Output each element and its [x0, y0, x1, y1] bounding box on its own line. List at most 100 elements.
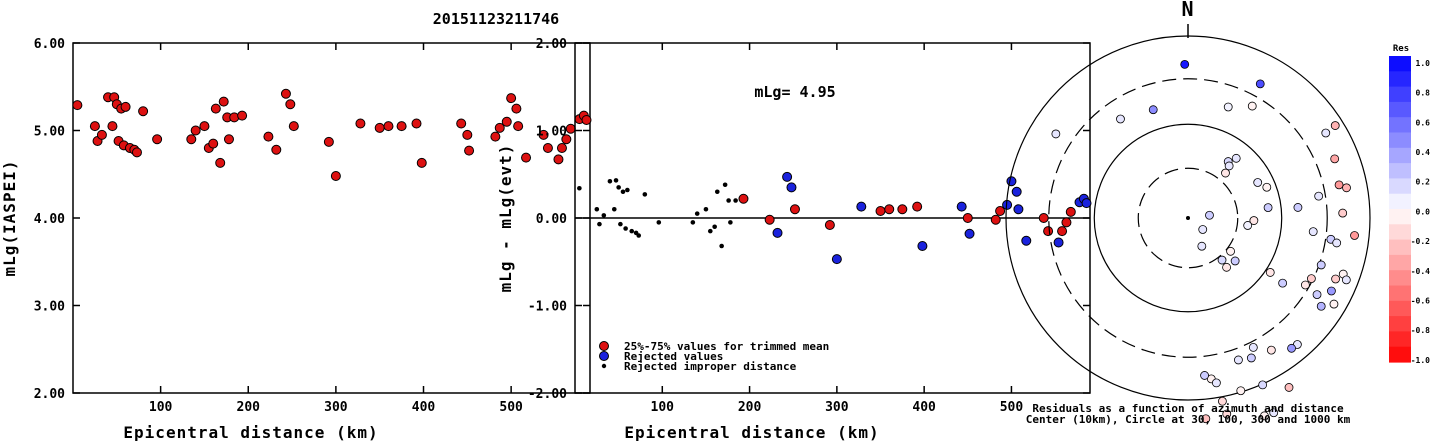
station-point: [1329, 299, 1339, 309]
distance-ring: [1048, 78, 1328, 358]
trimmed-mean-point: [764, 214, 775, 225]
colorbar-swatch: [1389, 285, 1411, 302]
station-point: [1265, 268, 1275, 277]
improper-distance-point: [620, 189, 626, 195]
station-point: [1312, 290, 1322, 300]
y-tick-label: 0.00: [536, 212, 567, 227]
x-tick-label: 200: [738, 400, 762, 415]
y-tick-label: 4.00: [34, 212, 65, 227]
magnitude-point: [280, 88, 291, 99]
magnitude-point: [215, 157, 226, 168]
magnitude-point: [374, 122, 385, 133]
improper-distance-point: [597, 221, 602, 227]
legend-red-label: 25%-75% values for trimmed mean: [624, 340, 829, 353]
colorbar-swatch: [1389, 86, 1411, 103]
x-tick-label: 100: [651, 400, 675, 415]
x-tick-label: 300: [324, 400, 348, 415]
magnitude-point: [490, 131, 501, 142]
colorbar-swatch: [1389, 209, 1411, 225]
magnitude-point: [411, 118, 422, 129]
rejected-point: [1021, 235, 1032, 246]
colorbar-swatch: [1389, 178, 1411, 195]
colorbar-labels: 1.0 0.8 0.6 0.4 0.2 0.0 -0.2 -0.4 -0.6 -0.8 -1.0: [1411, 59, 1430, 365]
magnitude-vs-distance-plot: 2.00 3.00 4.00 5.00 6.00 100 200 300 400 500 Epi…: [0, 37, 592, 441]
trimmed-mean-point: [789, 204, 800, 215]
magnitude-point: [223, 134, 234, 145]
station-point: [1341, 275, 1351, 285]
magnitude-annotation: mLg= 4.95: [754, 83, 835, 101]
colorbar-swatch: [1389, 56, 1411, 72]
distance-ring: [1137, 167, 1239, 269]
colorbar-swatch: [1389, 239, 1411, 256]
improper-distance-point: [618, 221, 623, 227]
station-point: [1306, 274, 1316, 284]
improper-distance-point: [636, 233, 642, 238]
magnitude-point: [494, 122, 505, 133]
magnitude-point: [199, 121, 210, 132]
station-point: [1260, 411, 1269, 421]
plot2-y-ticks: -2.00 -1.00 0.00 1.00 2.00: [528, 37, 1090, 402]
station-point: [1284, 383, 1294, 392]
station-point: [1332, 238, 1342, 248]
station-point: [1223, 102, 1233, 112]
station-point: [1246, 353, 1256, 363]
colorbar-swatch: [1389, 270, 1411, 287]
station-point: [1211, 378, 1221, 388]
colorbar-swatch: [1389, 132, 1411, 149]
colorbar-label: -0.8: [1411, 326, 1430, 335]
x-tick-label: 500: [1000, 400, 1024, 415]
rejected-point: [964, 228, 975, 239]
x-tick-label: 200: [237, 400, 261, 415]
magnitude-point: [271, 144, 282, 155]
trimmed-mean-point: [875, 206, 886, 216]
y-tick-label: 1.00: [536, 125, 567, 140]
magnitude-point: [416, 157, 427, 168]
station-point: [1249, 216, 1259, 225]
magnitude-point: [107, 121, 118, 132]
magnitude-point: [323, 136, 334, 147]
y-tick-label: -2.00: [528, 387, 567, 402]
plot2-x-axis-label: Epicentral distance (km): [624, 423, 879, 441]
rejected-point: [956, 201, 967, 212]
station-point: [1217, 396, 1227, 406]
station-point: [1330, 121, 1340, 130]
magnitude-point: [210, 103, 221, 114]
magnitude-point: [355, 118, 366, 129]
magnitude-point: [288, 121, 299, 132]
station-point: [1300, 280, 1310, 290]
trimmed-mean-point: [962, 213, 973, 223]
trimmed-mean-point: [824, 220, 835, 230]
station-point: [1316, 260, 1326, 270]
trimmed-mean-point: [1057, 226, 1068, 237]
station-point: [1263, 203, 1273, 213]
plot2-y-axis-label: mLg - mLg(evt): [496, 144, 515, 293]
station-point: [1334, 180, 1344, 190]
station-point: [1148, 105, 1158, 115]
plot2-x-ticks: 100 200 300 400 500: [651, 43, 1024, 415]
colorbar-label: 0.0: [1416, 207, 1431, 216]
plot1-y-ticks: 2.00 3.00 4.00 5.00 6.00: [34, 37, 590, 402]
station-point: [1247, 101, 1257, 111]
improper-distance-point: [726, 198, 731, 203]
magnitude-point: [513, 121, 524, 132]
trimmed-mean-point: [1065, 206, 1076, 217]
station-point: [1230, 256, 1240, 266]
station-point: [1243, 221, 1253, 230]
distance-rings: [1005, 35, 1371, 401]
colorbar-swatches: [1389, 56, 1411, 363]
colorbar-swatch: [1389, 163, 1411, 179]
station-point: [1116, 114, 1125, 124]
colorbar-label: -0.2: [1411, 237, 1430, 246]
improper-distance-point: [707, 228, 713, 234]
magnitude-point: [581, 115, 592, 125]
trimmed-mean-point: [1038, 213, 1049, 223]
magnitude-point: [506, 93, 517, 104]
rejected-point: [831, 254, 842, 265]
magnitude-point: [218, 96, 229, 107]
rejected-point: [782, 171, 793, 182]
improper-distance-point: [616, 185, 621, 190]
colorbar-label: -0.6: [1411, 296, 1430, 305]
magnitude-point: [553, 154, 564, 165]
rejected-point: [786, 182, 797, 193]
